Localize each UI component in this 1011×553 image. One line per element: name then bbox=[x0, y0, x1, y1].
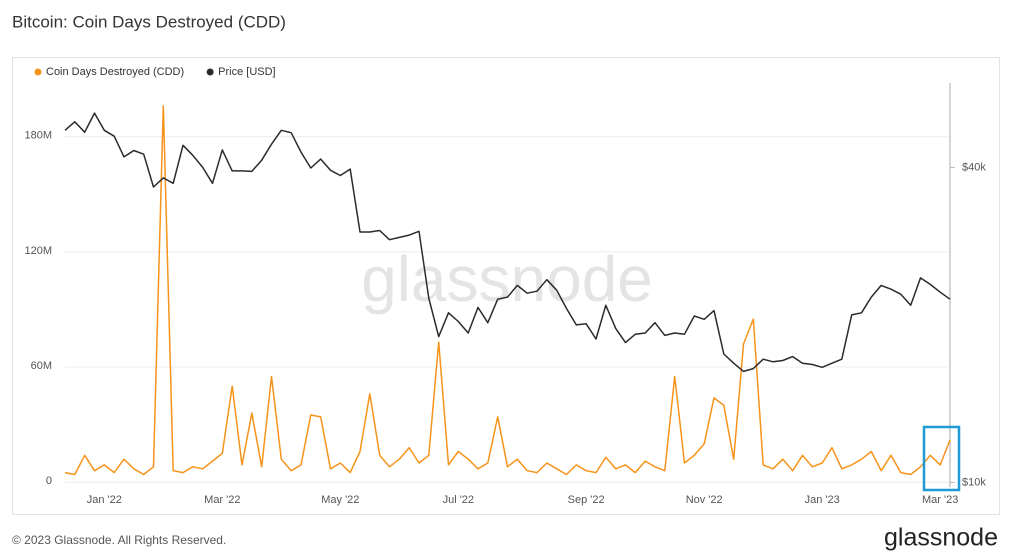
series-line bbox=[64, 105, 951, 476]
y-tick-label: 120M bbox=[24, 245, 52, 257]
y-tick-label: 60M bbox=[31, 360, 52, 372]
chart-frame bbox=[12, 57, 1000, 515]
highlight-box bbox=[922, 425, 961, 492]
y-tick-label: 0 bbox=[46, 475, 52, 487]
y-tick-label: 180M bbox=[24, 130, 52, 142]
x-tick-label: Mar '22 bbox=[204, 494, 240, 506]
x-tick-label: Mar '23 bbox=[922, 494, 958, 506]
x-tick-label: Nov '22 bbox=[686, 494, 723, 506]
legend-marker bbox=[34, 68, 42, 76]
watermark: glassnode bbox=[361, 243, 653, 315]
x-tick-label: Jan '23 bbox=[805, 494, 840, 506]
logo: glassnode bbox=[884, 524, 998, 552]
chart-title: Bitcoin: Coin Days Destroyed (CDD) bbox=[12, 12, 286, 31]
legend-label: Coin Days Destroyed (CDD) bbox=[46, 66, 184, 78]
x-tick-label: May '22 bbox=[321, 494, 359, 506]
plot-area: 0 60M 120M 180M $10k $40k Jan '22 Mar '22 May '2… bbox=[24, 66, 986, 506]
x-tick-label: Jul '22 bbox=[443, 494, 474, 506]
legend-marker bbox=[206, 68, 214, 76]
y2-tick-label: $40k bbox=[962, 161, 986, 173]
y2-tick-label: $10k bbox=[962, 476, 986, 488]
legend-label: Price [USD] bbox=[218, 66, 275, 78]
series-line bbox=[64, 112, 951, 373]
x-tick-label: Jan '22 bbox=[87, 494, 122, 506]
x-tick-label: Sep '22 bbox=[568, 494, 605, 506]
copyright: © 2023 Glassnode. All Rights Reserved. bbox=[12, 533, 226, 547]
